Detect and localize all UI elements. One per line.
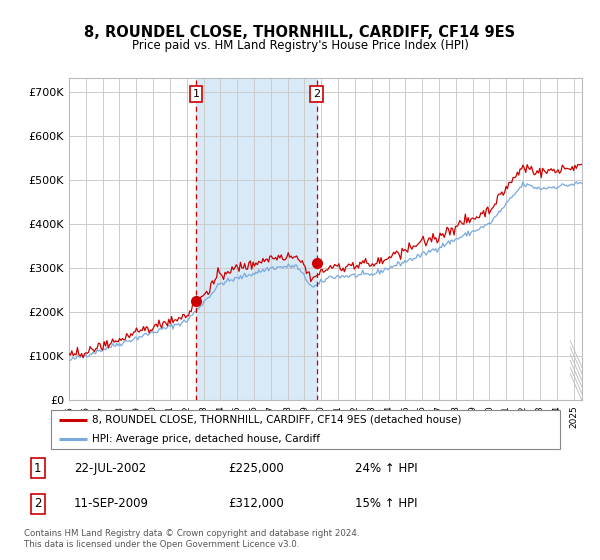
Text: £225,000: £225,000 — [228, 462, 284, 475]
Bar — [196, 78, 317, 400]
Text: 8, ROUNDEL CLOSE, THORNHILL, CARDIFF, CF14 9ES: 8, ROUNDEL CLOSE, THORNHILL, CARDIFF, CF… — [85, 25, 515, 40]
Text: 22-JUL-2002: 22-JUL-2002 — [74, 462, 146, 475]
Text: Contains HM Land Registry data © Crown copyright and database right 2024.: Contains HM Land Registry data © Crown c… — [24, 529, 359, 538]
Text: 2: 2 — [34, 497, 41, 510]
Text: 24% ↑ HPI: 24% ↑ HPI — [355, 462, 418, 475]
FancyBboxPatch shape — [50, 410, 560, 449]
Text: HPI: Average price, detached house, Cardiff: HPI: Average price, detached house, Card… — [92, 434, 320, 444]
Text: £312,000: £312,000 — [228, 497, 284, 510]
Text: 11-SEP-2009: 11-SEP-2009 — [74, 497, 149, 510]
Text: This data is licensed under the Open Government Licence v3.0.: This data is licensed under the Open Gov… — [24, 540, 299, 549]
Text: 8, ROUNDEL CLOSE, THORNHILL, CARDIFF, CF14 9ES (detached house): 8, ROUNDEL CLOSE, THORNHILL, CARDIFF, CF… — [92, 415, 461, 424]
Text: 15% ↑ HPI: 15% ↑ HPI — [355, 497, 418, 510]
Text: 2: 2 — [313, 89, 320, 99]
Text: 1: 1 — [193, 89, 199, 99]
Text: 1: 1 — [34, 462, 41, 475]
Text: Price paid vs. HM Land Registry's House Price Index (HPI): Price paid vs. HM Land Registry's House … — [131, 39, 469, 53]
